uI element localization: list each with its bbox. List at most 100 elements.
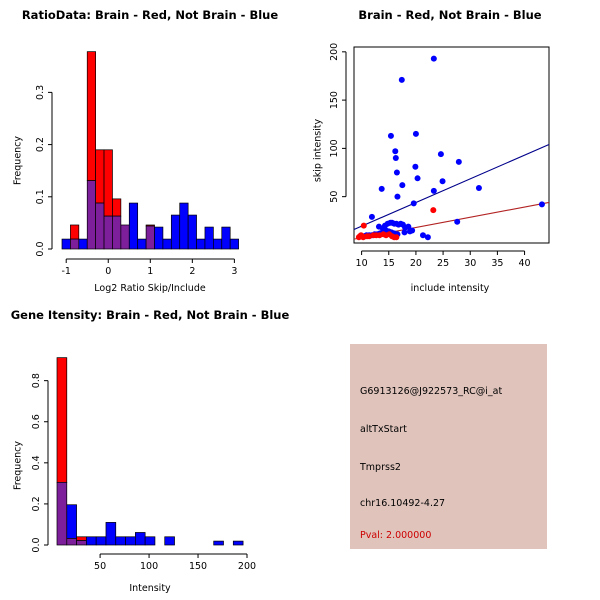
scatter-point-blue [419, 232, 426, 239]
info-probe-id: G6913126@J922573_RC@i_at [360, 386, 503, 397]
x-tick-label: 40 [519, 258, 531, 269]
x-tick-label: 0 [105, 266, 111, 277]
scatter-xlabel: include intensity [410, 283, 490, 294]
ratio-bin-6 [112, 198, 122, 250]
histogram-bar-overlap [95, 202, 105, 250]
x-tick-label: 25 [437, 258, 449, 269]
x-tick-label: 35 [491, 258, 503, 269]
regression-line-blue [353, 144, 550, 230]
gene-bin-8 [135, 532, 146, 546]
histogram-bar-red [86, 51, 96, 181]
info-locus: chr16.10492-4.27 [360, 498, 446, 509]
gene-bin-3 [86, 536, 97, 546]
scatter-point-blue [412, 163, 419, 170]
histogram-bar-blue [115, 536, 126, 546]
y-tick-label: 200 [329, 43, 340, 61]
info-gene-symbol: Tmprss2 [360, 462, 401, 473]
gene-bin-9 [144, 536, 156, 546]
ratio-bin-10 [145, 224, 155, 250]
info-event-type: altTxStart [360, 424, 407, 435]
ratio-bin-16 [196, 238, 206, 250]
gene-bin-1 [66, 504, 77, 546]
scatter-point-red [393, 234, 400, 241]
histogram-bar-red [76, 536, 87, 541]
scatter-point-blue [410, 200, 417, 207]
y-tick-label: 0.3 [35, 85, 46, 100]
scatter-point-blue [375, 223, 382, 230]
scatter-point-blue [392, 155, 399, 162]
ratio-bin-0 [61, 238, 71, 250]
gene-histogram-title: Gene Itensity: Brain - Red, Not Brain - … [10, 308, 290, 322]
y-tick-label: 0.0 [31, 537, 42, 552]
histogram-bar-overlap [66, 538, 77, 546]
ratio-bin-14 [179, 202, 189, 250]
scatter-point-blue [454, 218, 461, 225]
x-tick-label: -1 [61, 266, 70, 277]
panel-gene-intensity-histogram: Gene Itensity: Brain - Red, Not Brain - … [0, 300, 300, 600]
scatter-point-blue [414, 175, 421, 182]
histogram-bar-blue [204, 226, 214, 250]
y-tick-label: 0.6 [31, 414, 42, 429]
panel-ratio-histogram: RatioData: Brain - Red, Not Brain - Blue… [0, 0, 300, 300]
histogram-bar-blue [213, 540, 224, 546]
histogram-bar-blue [154, 226, 164, 250]
histogram-bar-blue [78, 238, 88, 250]
histogram-bar-overlap [76, 540, 87, 546]
scatter-point-blue [378, 185, 385, 192]
plot-frame [353, 46, 550, 244]
histogram-bar-blue [125, 536, 136, 546]
ratio-bin-19 [221, 226, 231, 250]
scatter-point-red [355, 234, 362, 241]
gene-bin-5 [105, 522, 117, 546]
scatter-point-blue [439, 178, 446, 185]
scatter-point-blue [401, 229, 408, 236]
histogram-bar-overlap [112, 215, 122, 250]
histogram-bar-overlap [120, 224, 130, 250]
scatter-point-red [364, 233, 371, 240]
histogram-bar-blue [221, 226, 231, 250]
scatter-point-blue [405, 223, 412, 230]
x-tick-label: 50 [94, 561, 106, 572]
scatter-title: Brain - Red, Not Brain - Blue [358, 8, 542, 22]
histogram-bar-blue [86, 536, 97, 546]
scatter-point-blue [394, 193, 401, 200]
histogram-bar-blue [135, 532, 146, 546]
scatter-point-blue [368, 213, 375, 220]
scatter-point-blue [387, 132, 394, 139]
histogram-bar-red [70, 224, 80, 240]
ratio-histogram-title: RatioData: Brain - Red, Not Brain - Blue [21, 8, 279, 22]
x-tick-label: 15 [383, 258, 395, 269]
histogram-bar-red [103, 149, 113, 217]
histogram-bar-overlap [86, 180, 96, 250]
scatter-point-blue [392, 148, 399, 155]
scatter-point-blue [437, 151, 444, 158]
scatter-point-red [383, 232, 390, 239]
histogram-bar-blue [229, 238, 239, 250]
histogram-bar-blue [213, 238, 223, 250]
scatter-point-blue [393, 169, 400, 176]
scatter-point-blue [412, 130, 419, 137]
y-tick-label: 0.4 [31, 455, 42, 470]
gene-info-panel: G6913126@J922573_RC@i_at altTxStart Tmpr… [350, 344, 547, 549]
scatter-point-red [360, 222, 367, 229]
gene-histogram-plot: 0.0 0.2 0.4 0.6 0.8 50 100 150 200 [31, 357, 256, 572]
ratio-bin-11 [154, 226, 164, 250]
scatter-point-blue [424, 234, 431, 241]
scatter-point-blue [399, 182, 406, 189]
histogram-bar-overlap [103, 215, 113, 250]
gene-bin-0 [56, 357, 68, 546]
y-tick-label: 50 [329, 191, 340, 203]
histogram-bar-blue [95, 536, 107, 546]
histogram-bar-overlap [145, 225, 155, 250]
y-tick-label: 0.1 [35, 189, 46, 204]
ratio-bin-8 [128, 202, 139, 250]
ratio-bin-15 [187, 214, 197, 250]
ratio-bin-18 [213, 238, 223, 250]
histogram-bar-blue [61, 238, 71, 250]
scatter-point-red [430, 207, 437, 214]
ratio-bin-12 [162, 238, 172, 250]
gene-bin-4 [95, 536, 107, 546]
x-tick-label: 20 [410, 258, 422, 269]
y-tick-label: 0.2 [35, 137, 46, 152]
histogram-bar-blue [179, 202, 189, 250]
